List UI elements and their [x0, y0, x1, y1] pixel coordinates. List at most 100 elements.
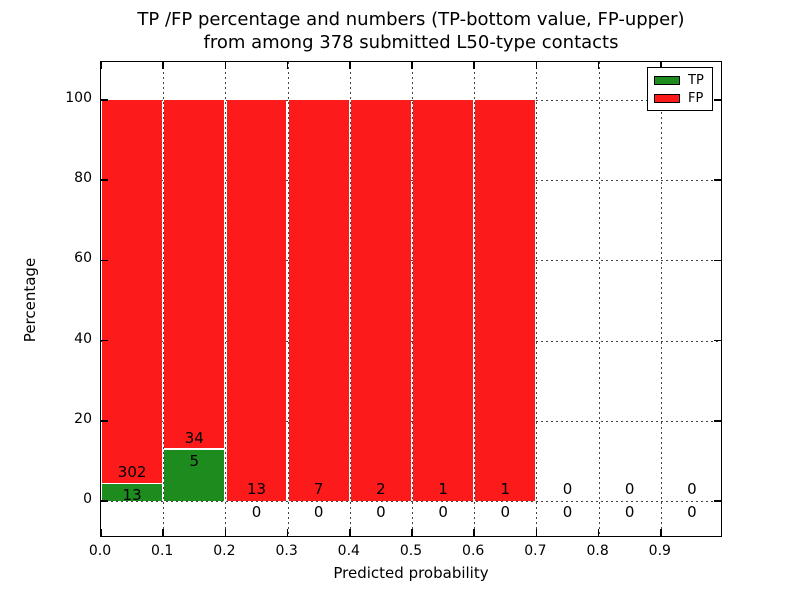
gridline-horizontal: [101, 260, 721, 262]
x-tick-label: 0.6: [462, 543, 485, 559]
gridline-horizontal: [101, 501, 721, 502]
gridline-vertical: [349, 62, 351, 536]
y-tick-label: 60: [74, 250, 92, 267]
fp-bar-segment: [102, 100, 162, 483]
fp-count-label: 0: [624, 480, 635, 498]
legend-row-fp: FP: [654, 92, 706, 105]
tp-count-label: 13: [122, 486, 142, 505]
x-axis-tick: [411, 529, 413, 536]
gridline-horizontal: [101, 340, 721, 342]
x-axis-tick-top: [224, 62, 227, 69]
y-axis-tick-right: [714, 259, 721, 262]
y-tick-label: 40: [74, 330, 92, 347]
fp-bar-segment: [226, 100, 287, 501]
y-axis-tick: [101, 339, 108, 342]
x-tick-label: 0.4: [337, 543, 360, 559]
gridline-horizontal: [101, 100, 721, 101]
gridline-horizontal: [101, 420, 721, 422]
chart-title-line1: TP /FP percentage and numbers (TP-bottom…: [137, 9, 685, 30]
x-axis-label: Predicted probability: [333, 564, 489, 582]
fp-count-label: 7: [313, 480, 324, 498]
y-axis-tick-right: [714, 179, 721, 181]
x-tick-label: 0.1: [151, 543, 174, 559]
x-axis-tick: [286, 529, 289, 536]
fp-count-label: 13: [246, 480, 267, 498]
x-axis-tick: [349, 529, 351, 536]
y-tick-label: 80: [74, 170, 92, 187]
tp-legend-swatch: [654, 75, 680, 85]
tp-count-label: 0: [500, 503, 511, 521]
fp-legend-label: FP: [688, 90, 704, 106]
x-axis-tick-top: [162, 62, 164, 69]
gridline-vertical: [412, 62, 413, 536]
y-tick-label: 20: [74, 410, 92, 427]
tp-count-label: 0: [562, 503, 573, 521]
y-axis-tick-right: [714, 500, 721, 502]
y-axis-tick: [101, 99, 108, 101]
y-axis-tick: [101, 259, 108, 262]
gridline-vertical: [287, 62, 289, 536]
x-axis-tick: [473, 529, 475, 536]
tp-count-label: 5: [189, 451, 200, 470]
fp-count-label: 0: [562, 480, 573, 498]
tp-legend-label: TP: [688, 72, 704, 88]
x-axis-tick-top: [286, 62, 289, 69]
tp-count-label: 0: [687, 503, 697, 521]
x-axis-tick: [535, 529, 538, 536]
y-axis-tick: [101, 500, 108, 502]
tp-count-label: 0: [438, 503, 448, 521]
y-tick-label: 100: [65, 90, 92, 106]
x-axis-tick: [660, 529, 662, 536]
fp-count-label: 34: [184, 428, 204, 447]
gridline-horizontal: [101, 180, 721, 182]
fp-count-label: 2: [376, 480, 386, 498]
tp-bar-segment: [102, 484, 162, 501]
gridline-vertical: [536, 62, 538, 536]
tp-count-label: 0: [313, 503, 324, 521]
y-axis-label: Percentage: [21, 257, 39, 343]
y-axis-tick: [101, 420, 108, 422]
x-axis-tick-top: [597, 62, 600, 69]
y-axis-tick: [101, 179, 108, 181]
y-tick-label: 0: [83, 491, 92, 507]
tp-count-label: 0: [251, 503, 262, 521]
x-tick-label: 0.7: [524, 543, 547, 559]
fp-bar-segment: [164, 100, 225, 449]
fp-count-label: 302: [117, 463, 147, 482]
x-axis-tick-top: [535, 62, 538, 69]
gridline-vertical: [474, 62, 476, 536]
x-axis-tick: [224, 529, 227, 536]
y-axis-tick-right: [714, 339, 721, 342]
x-axis-tick: [162, 529, 164, 536]
x-axis-tick-top: [660, 62, 662, 69]
fp-bar-segment: [288, 100, 349, 501]
legend-row-tp: TP: [654, 74, 706, 87]
gridline-vertical: [225, 62, 227, 536]
plot-area: TP FP 302 13 34 5 13 0 7 0 2 0 1 0 1 0 0 0 0 0 0 0: [100, 61, 722, 537]
fp-bar-segment: [351, 100, 411, 501]
x-tick-label: 0.9: [648, 543, 671, 559]
fp-legend-swatch: [654, 93, 680, 103]
fp-bar-segment: [413, 100, 473, 501]
x-tick-label: 0.3: [275, 543, 298, 559]
x-tick-label: 0.0: [88, 543, 112, 559]
x-axis-tick-top: [411, 62, 413, 69]
x-axis-tick: [100, 529, 102, 536]
fp-bar-segment: [475, 100, 536, 501]
x-tick-label: 0.2: [213, 543, 236, 559]
x-axis-tick-top: [100, 62, 102, 69]
chart-title: TP /FP percentage and numbers (TP-bottom…: [100, 8, 722, 54]
gridline-vertical: [598, 62, 600, 536]
y-axis-tick-right: [714, 420, 721, 422]
tp-count-label: 0: [624, 503, 635, 521]
fp-count-label: 0: [687, 480, 697, 498]
tp-count-label: 0: [376, 503, 386, 521]
fp-count-label: 1: [500, 480, 511, 498]
x-axis-tick-top: [349, 62, 351, 69]
x-axis-tick-top: [473, 62, 475, 69]
gridline-vertical: [163, 62, 165, 536]
tp-bar-segment: [164, 449, 225, 501]
y-axis-tick-right: [714, 99, 721, 101]
x-tick-label: 0.5: [399, 543, 423, 559]
